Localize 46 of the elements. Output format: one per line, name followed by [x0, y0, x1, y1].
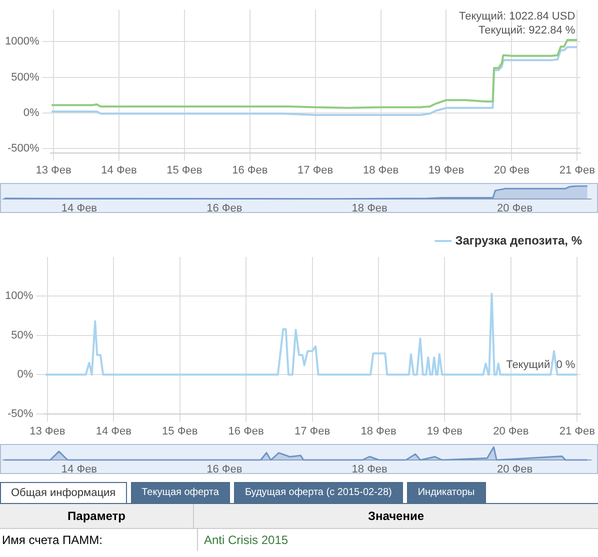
x-tick-label: 17 Фев — [298, 164, 334, 176]
x-tick-label: 15 Фев — [166, 164, 202, 176]
text: Общая информация — [0, 482, 127, 503]
legend-label: Загрузка депозита, % — [455, 233, 582, 248]
x-tick-label: 13 Фев — [36, 164, 72, 176]
annotation: Текущий: 922.84 % — [478, 24, 576, 37]
x-tick-label: 18 Фев — [362, 164, 399, 176]
x-tick-label: 14 Фев — [61, 464, 98, 476]
annotation: Текущий: 1022.84 USD — [459, 10, 576, 23]
y-tick-label: 1000% — [4, 36, 40, 48]
x-tick-label: 15 Фев — [162, 425, 198, 438]
text: Параметр — [0, 504, 194, 528]
x-tick-label: 20 Фев — [496, 202, 533, 215]
x-tick-label: 16 Фев — [228, 425, 264, 438]
text: Значение — [366, 508, 426, 525]
x-tick-label: 14 Фев — [61, 202, 98, 215]
y-tick-label: -50% — [7, 408, 34, 420]
x-tick-label: 14 Фев — [101, 164, 137, 176]
y-tick-label: 500% — [11, 71, 40, 84]
x-tick-label: 19 Фев — [428, 164, 464, 176]
annotation: Текущий: 0 % — [506, 359, 576, 372]
text: Anti Crisis 2015 — [203, 532, 290, 549]
y-tick-label: 50% — [11, 329, 34, 342]
y-tick-label: 0% — [23, 106, 40, 119]
x-tick-label: 16 Фев — [206, 464, 242, 476]
text: Индикаторы — [406, 482, 486, 503]
x-tick-label: 20 Фев — [493, 425, 529, 438]
x-tick-label: 18 Фев — [352, 202, 388, 215]
x-tick-label: 19 Фев — [426, 425, 463, 438]
x-tick-label: 14 Фев — [96, 425, 132, 438]
text: Текущая оферта — [130, 482, 230, 503]
x-tick-label: 21 Фев — [559, 164, 596, 176]
x-tick-label: 13 Фев — [30, 425, 66, 438]
x-tick-label: 18 Фев — [360, 425, 396, 438]
x-tick-label: 18 Фев — [352, 464, 388, 476]
x-tick-label: 16 Фев — [206, 202, 242, 215]
text: Имя счета ПАММ: — [0, 529, 198, 551]
x-tick-label: 21 Фев — [559, 425, 596, 438]
y-tick-label: -500% — [7, 142, 40, 155]
text: Будущая оферта (с 2015-02-28) — [234, 482, 403, 503]
y-tick-label: 100% — [4, 290, 34, 302]
x-tick-label: 17 Фев — [294, 425, 330, 438]
y-tick-label: 0% — [17, 368, 34, 381]
x-tick-label: 20 Фев — [496, 464, 533, 476]
x-tick-label: 16 Фев — [232, 164, 268, 176]
x-tick-label: 20 Фев — [494, 164, 530, 176]
